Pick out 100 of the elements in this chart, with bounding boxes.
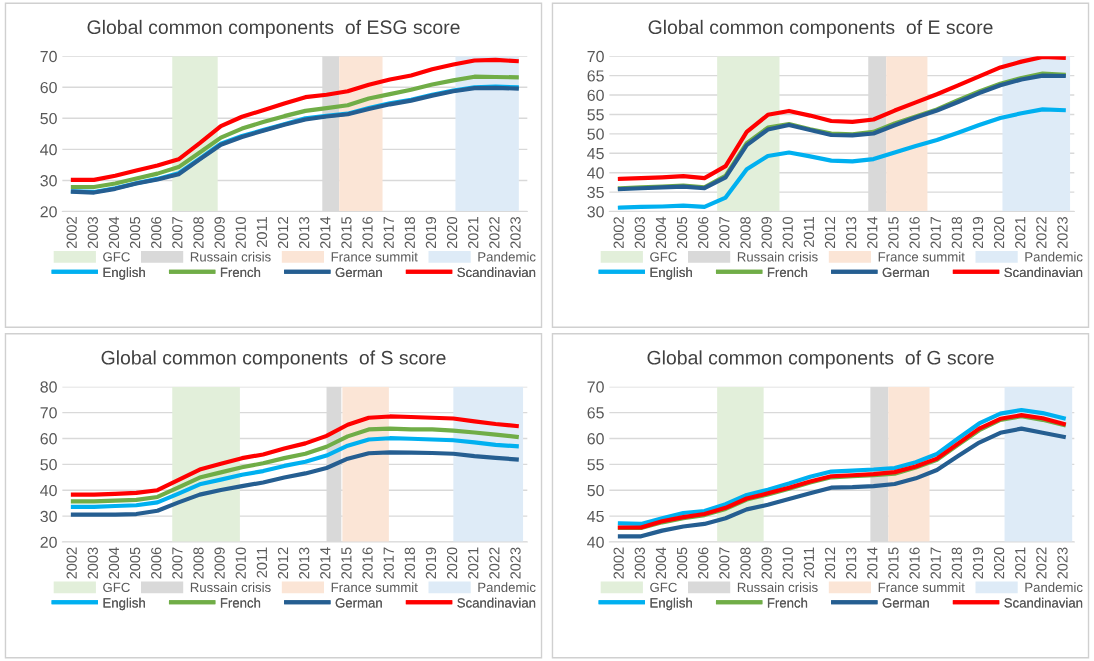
legend-label: France summit (878, 251, 965, 262)
x-tick-label: 2014 (867, 547, 878, 579)
x-tick-label: 2020 (993, 547, 1005, 579)
x-tick-label: 2017 (383, 547, 394, 579)
y-tick-label: 70 (40, 407, 57, 419)
legend-label: GFC (103, 582, 130, 593)
x-tick-label: 2019 (425, 217, 437, 249)
x-tick-label: 2015 (888, 216, 899, 249)
x-tick-label: 2014 (867, 216, 878, 249)
x-tick-label: 2016 (362, 547, 373, 579)
legend-label: German (335, 598, 382, 608)
x-tick-label: 2007 (172, 217, 183, 249)
x-tick-label: 2016 (362, 217, 373, 249)
y-tick-label: 35 (587, 186, 604, 199)
y-tick-label: 30 (40, 175, 57, 187)
x-tick-label: 2010 (235, 547, 246, 579)
x-tick-label: 2011 (803, 217, 815, 248)
legend-label: Russain crisis (737, 251, 818, 262)
x-tick-label: 2008 (193, 547, 204, 579)
y-tick-label: 80 (40, 381, 57, 393)
chart-title: Global common components of S score (101, 350, 446, 369)
y-tick-label: 60 (587, 433, 604, 445)
legend-label: Russain crisis (737, 582, 818, 593)
x-tick-label: 2005 (129, 216, 141, 249)
y-tick-label: 60 (40, 81, 57, 94)
x-tick-label: 2012 (277, 217, 289, 249)
y-tick-label: 70 (587, 50, 604, 63)
legend-label: GFC (650, 582, 677, 593)
x-tick-label: 2009 (761, 547, 772, 579)
x-tick-label: 2023 (1057, 547, 1068, 579)
y-tick-label: 40 (40, 484, 57, 497)
y-tick-label: 60 (40, 433, 57, 445)
x-tick-label: 2010 (235, 216, 246, 249)
x-tick-label: 2021 (1015, 217, 1026, 249)
x-tick-label: 2015 (888, 547, 899, 579)
x-tick-label: 2003 (87, 547, 98, 579)
x-tick-label: 2019 (972, 217, 984, 249)
x-tick-label: 2014 (320, 547, 331, 579)
legend-label: GFC (650, 252, 677, 262)
chart-title: Global common components of E score (648, 19, 993, 38)
x-tick-label: 2018 (951, 217, 962, 249)
x-tick-label: 2017 (930, 217, 941, 249)
x-tick-label: 2022 (1036, 547, 1047, 579)
x-tick-label: 2009 (214, 547, 225, 579)
y-tick-label: 70 (40, 50, 57, 63)
legend-label: German (335, 267, 382, 278)
x-tick-label: 2021 (1015, 547, 1026, 579)
legend-label: English (650, 267, 692, 280)
y-tick-label: 45 (587, 148, 604, 160)
x-tick-label: 2002 (66, 217, 77, 249)
x-tick-label: 2004 (655, 547, 667, 579)
legend-label: French (220, 267, 261, 278)
x-tick-label: 2022 (489, 547, 500, 579)
x-tick-label: 2004 (108, 216, 120, 249)
legend-label: French (220, 597, 261, 608)
x-tick-label: 2023 (1057, 217, 1068, 249)
x-tick-label: 2019 (972, 547, 984, 579)
legend-label: France summit (331, 582, 418, 593)
x-tick-label: 2023 (510, 217, 521, 249)
x-tick-label: 2018 (951, 547, 962, 579)
legend-label: French (767, 267, 808, 278)
y-tick-label: 50 (40, 112, 57, 125)
x-tick-label: 2015 (341, 216, 352, 249)
x-tick-label: 2017 (383, 217, 394, 249)
legend-label: Scandinavian (457, 267, 536, 278)
legend-label: Pandemic (478, 251, 536, 262)
x-tick-label: 2016 (909, 547, 920, 579)
y-tick-label: 50 (587, 128, 604, 140)
chart-title: Global common components of G score (647, 350, 994, 369)
x-tick-label: 2012 (277, 547, 289, 579)
x-tick-label: 2012 (824, 547, 836, 579)
x-tick-label: 2012 (824, 217, 836, 249)
x-tick-label: 2006 (151, 547, 162, 579)
y-tick-label: 70 (587, 381, 604, 393)
legend-label: Scandinavian (1004, 597, 1083, 608)
x-tick-label: 2003 (87, 217, 98, 249)
y-tick-label: 50 (40, 458, 57, 471)
y-tick-label: 40 (587, 167, 604, 179)
x-tick-label: 2013 (298, 547, 310, 579)
legend-label: French (767, 597, 808, 608)
x-tick-label: 2003 (634, 547, 645, 579)
x-tick-label: 2018 (404, 217, 415, 249)
x-tick-label: 2006 (151, 217, 162, 249)
legend-label: English (103, 597, 145, 611)
legend-label: Scandinavian (457, 597, 536, 608)
y-tick-label: 40 (587, 536, 604, 548)
x-tick-label: 2019 (425, 547, 437, 579)
x-tick-label: 2016 (909, 217, 920, 249)
x-tick-label: 2008 (740, 547, 751, 579)
legend-label: Russain crisis (190, 582, 271, 593)
x-tick-label: 2003 (634, 217, 645, 249)
y-tick-label: 20 (40, 536, 57, 548)
legend-label: English (103, 267, 145, 280)
y-tick-label: 30 (587, 206, 604, 218)
legend-label: Pandemic (1025, 582, 1083, 593)
y-tick-label: 40 (40, 144, 57, 156)
y-tick-label: 30 (40, 510, 57, 523)
x-tick-label: 2022 (1036, 217, 1047, 249)
x-tick-label: 2005 (676, 216, 688, 249)
x-tick-label: 2014 (320, 216, 331, 249)
